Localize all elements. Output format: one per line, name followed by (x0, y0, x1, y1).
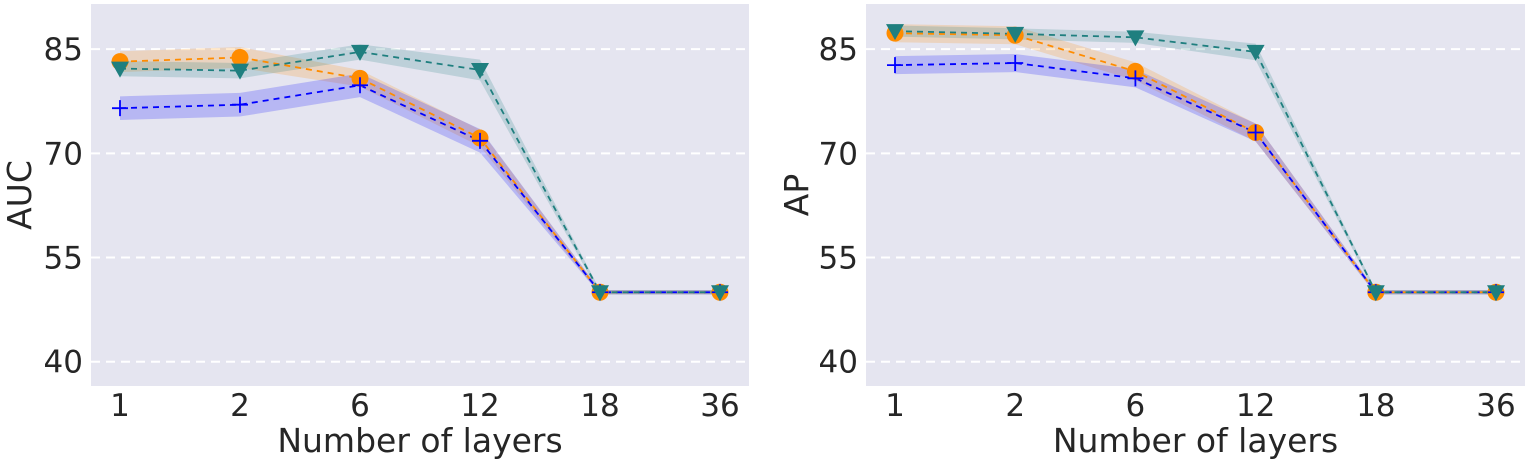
blue-plus-series-point (1247, 124, 1264, 141)
blue-plus-series-point (472, 132, 488, 149)
x-tick-label: 18 (580, 388, 619, 424)
blue-plus-series-point (112, 100, 128, 117)
y-axis-label: AP (777, 174, 816, 216)
x-axis-label: Number of layers (277, 421, 562, 460)
x-tick-label: 1 (110, 388, 130, 424)
teal-triangle-series-point (1246, 44, 1265, 61)
y-tick-label: 55 (44, 241, 83, 277)
orange-circle-series-point (231, 48, 249, 66)
teal-triangle-series-point (1126, 30, 1145, 47)
blue-plus-series-point (352, 77, 368, 94)
x-tick-label: 2 (230, 388, 250, 424)
teal-triangle-series-point (591, 285, 609, 302)
x-tick-label: 36 (700, 388, 739, 424)
blue-plus-series-point (232, 96, 248, 113)
orange-circle-series-line (894, 32, 1496, 294)
teal-triangle-series-point (1366, 285, 1385, 302)
teal-triangle-series-point (351, 44, 369, 61)
x-tick-label: 1 (885, 388, 905, 424)
x-tick-label: 6 (350, 388, 370, 424)
teal-triangle-series-point (231, 63, 249, 80)
x-tick-label: 18 (1356, 388, 1395, 424)
x-axis-label: Number of layers (1053, 421, 1338, 460)
y-tick-label: 85 (819, 32, 858, 68)
teal-triangle-series-point (711, 285, 729, 302)
y-tick-label: 55 (819, 241, 858, 277)
teal-triangle-series-point (886, 24, 904, 41)
blue-plus-series-band (120, 73, 720, 295)
teal-triangle-series-line (119, 51, 720, 294)
teal-triangle-series-point (471, 62, 489, 79)
y-tick-label: 40 (819, 345, 858, 381)
x-tick-label: 12 (460, 388, 499, 424)
y-axis-label: AUC (0, 160, 39, 230)
blue-plus-series-line (119, 84, 720, 294)
y-tick-label: 40 (44, 345, 83, 381)
orange-circle-series-line (119, 56, 720, 294)
plot-area (91, 4, 749, 386)
teal-triangle-series-point (111, 61, 129, 78)
blue-plus-series-point (1007, 55, 1024, 72)
blue-plus-series-line (894, 62, 1496, 294)
x-tick-label: 12 (1236, 388, 1275, 424)
y-tick-label: 85 (44, 32, 83, 68)
teal-triangle-series-line (894, 30, 1496, 294)
x-tick-label: 2 (1005, 388, 1025, 424)
blue-plus-series-point (1127, 70, 1144, 87)
blue-plus-series-point (887, 57, 903, 74)
y-tick-label: 70 (819, 136, 858, 172)
x-tick-label: 36 (1476, 388, 1515, 424)
y-tick-label: 70 (44, 136, 83, 172)
x-tick-label: 6 (1126, 388, 1146, 424)
plot-area (866, 4, 1525, 386)
teal-triangle-series-point (1006, 26, 1025, 43)
teal-triangle-series-point (1487, 285, 1505, 302)
